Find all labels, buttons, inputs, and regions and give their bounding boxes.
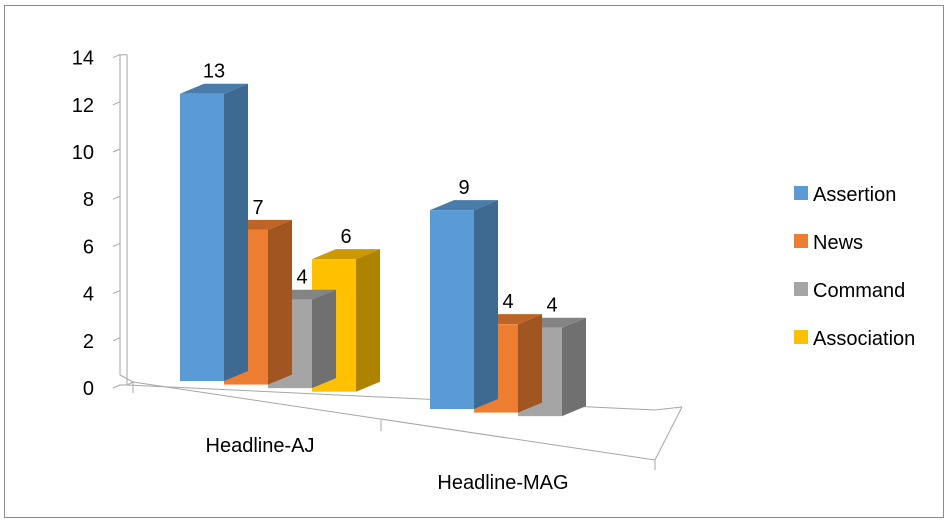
data-label-command-headline-aj: 4: [296, 267, 307, 289]
bar-assertion-headline-aj: [180, 83, 248, 381]
y-tick-label-3: 6: [83, 236, 94, 258]
y-tick-label-5: 10: [72, 142, 94, 164]
bar-assertion-headline-mag: [430, 200, 498, 409]
axes: [119, 54, 683, 470]
y-tick-label-6: 12: [72, 95, 94, 117]
y-tick-label-0: 0: [83, 378, 94, 400]
legend-label-association: Association: [813, 328, 915, 350]
x-axis-labels: Headline-AJ Headline-MAG: [206, 435, 569, 494]
x-tick-label-headline-mag: Headline-MAG: [437, 472, 568, 494]
floor-back-edge: [126, 384, 683, 411]
data-label-assertion-headline-mag: 9: [458, 177, 469, 199]
y-tick-label-4: 8: [83, 189, 94, 211]
legend-item-association: Association: [794, 328, 915, 350]
legend-swatch-news: [794, 234, 808, 248]
y-axis-ticks: 0 2 4 6 8 10 12 14: [72, 48, 121, 400]
bars: [180, 83, 586, 417]
legend-swatch-assertion: [794, 186, 808, 200]
y-tick-label-7: 14: [72, 48, 94, 70]
legend-label-news: News: [813, 232, 863, 254]
back-wall-edge: [119, 55, 134, 383]
legend-label-command: Command: [813, 280, 905, 302]
data-label-association-headline-aj: 6: [340, 226, 351, 248]
data-labels: 13 7 4 6 9 4 4: [203, 61, 558, 317]
x-tick-label-headline-aj: Headline-AJ: [206, 435, 315, 457]
legend: Assertion News Command Association: [794, 184, 915, 350]
y-tick-label-2: 4: [83, 284, 94, 306]
y-tick-label-1: 2: [83, 331, 94, 353]
legend-label-assertion: Assertion: [813, 184, 896, 206]
legend-item-news: News: [794, 232, 863, 254]
data-label-assertion-headline-aj: 13: [203, 61, 225, 83]
legend-item-assertion: Assertion: [794, 184, 896, 206]
data-label-news-headline-mag: 4: [502, 291, 513, 313]
legend-swatch-command: [794, 282, 808, 296]
legend-swatch-association: [794, 330, 808, 344]
data-label-command-headline-mag: 4: [546, 295, 557, 317]
legend-item-command: Command: [794, 280, 905, 302]
data-label-news-headline-aj: 7: [252, 197, 263, 219]
